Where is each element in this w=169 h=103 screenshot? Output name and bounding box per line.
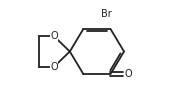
Text: O: O bbox=[50, 62, 58, 72]
Text: Br: Br bbox=[101, 9, 111, 19]
Text: O: O bbox=[50, 31, 58, 41]
Text: O: O bbox=[125, 69, 132, 79]
